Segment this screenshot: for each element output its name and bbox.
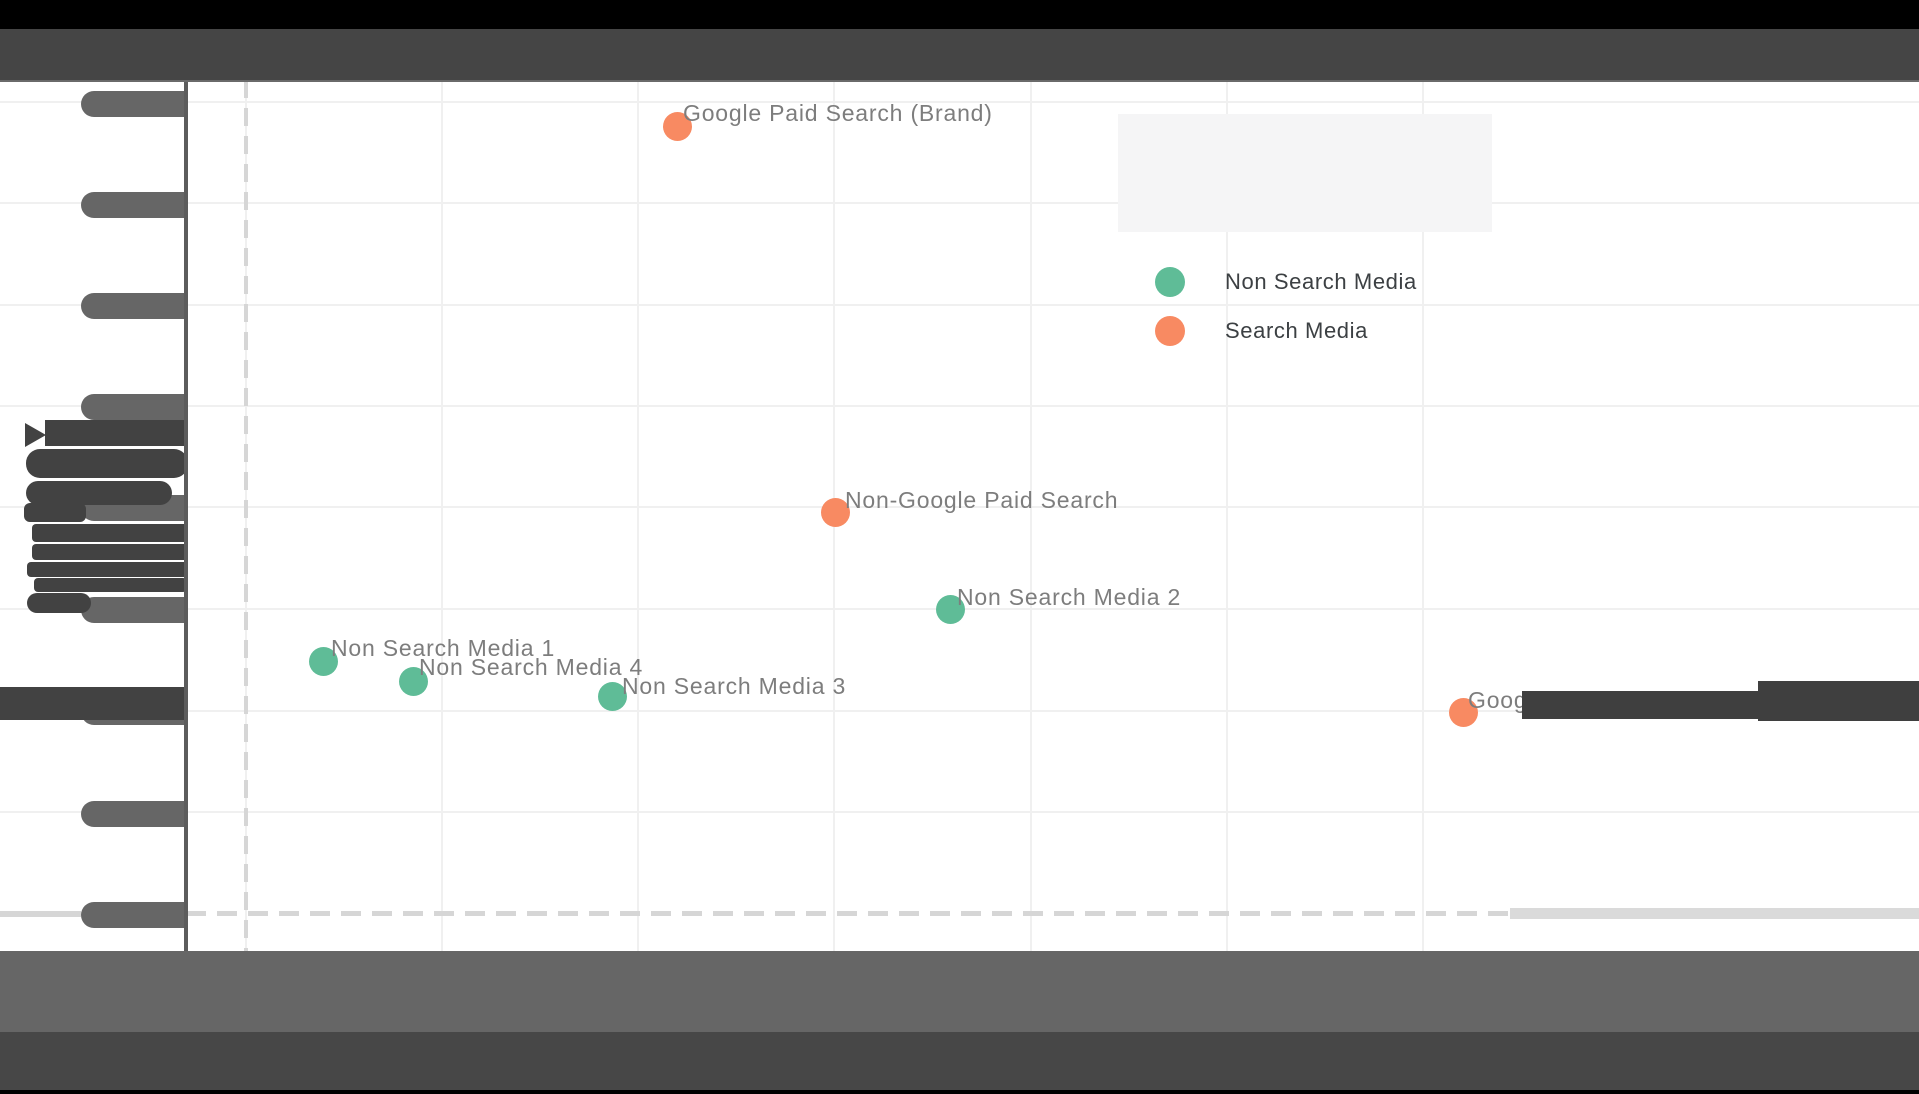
y-axis-spine bbox=[184, 80, 188, 951]
legend-dot-non-search-media bbox=[1155, 267, 1185, 297]
point-label: Non Search Media 4 bbox=[419, 654, 644, 680]
data-point[interactable] bbox=[820, 497, 850, 527]
legend-item-non-search-media[interactable]: Non Search Media bbox=[1118, 244, 1492, 297]
point-label: Non Search Media 3 bbox=[622, 673, 847, 699]
vertical-dashed-reference-line bbox=[244, 80, 248, 951]
point-label: Google Paid Search (Brand) bbox=[683, 100, 993, 126]
redacted-yaxis-title-bar bbox=[24, 503, 86, 522]
redacted-yaxis-title-bar bbox=[26, 449, 188, 478]
redacted-yaxis-title-bar bbox=[27, 562, 188, 577]
data-point[interactable] bbox=[1448, 697, 1478, 727]
redacted-ytick-label-pill bbox=[81, 902, 186, 928]
horizontal-dashed-reference-line bbox=[186, 911, 1919, 916]
redacted-yaxis-title-bar bbox=[0, 687, 188, 720]
v-gridline bbox=[1030, 80, 1032, 951]
data-point[interactable] bbox=[398, 666, 428, 696]
h-gridline bbox=[0, 202, 1919, 204]
v-gridline bbox=[1226, 80, 1228, 951]
h-gridline bbox=[0, 710, 1919, 712]
redacted-yaxis-title-bar bbox=[45, 420, 188, 446]
redacted-yaxis-title-bar bbox=[27, 593, 91, 613]
redacted-yaxis-title-bar bbox=[32, 524, 188, 542]
h-gridline bbox=[0, 101, 1919, 103]
v-gridline bbox=[441, 80, 443, 951]
bottom-black-edge bbox=[0, 1090, 1919, 1094]
legend-item-search-media[interactable]: Search Media bbox=[1118, 293, 1492, 346]
redacted-ytick-label-pill bbox=[81, 597, 186, 623]
redacted-point-label-bar bbox=[1758, 681, 1919, 721]
legend-label: Non Search Media bbox=[1225, 269, 1417, 294]
point-label: Goog bbox=[1468, 687, 1528, 713]
data-point[interactable] bbox=[662, 111, 692, 141]
data-point[interactable] bbox=[935, 594, 965, 624]
v-gridline bbox=[1422, 80, 1424, 951]
legend-dot-search-media bbox=[1155, 316, 1185, 346]
point-label: Non Search Media 2 bbox=[957, 584, 1182, 610]
point-label: Non Search Media 1 bbox=[331, 635, 556, 661]
yaxis-title-letter-fragment bbox=[25, 423, 46, 447]
point-label: Non-Google Paid Search bbox=[845, 487, 1119, 513]
bottom-dark-redaction-bar bbox=[0, 1032, 1919, 1090]
legend-label: Search Media bbox=[1225, 318, 1368, 343]
redacted-title-bar bbox=[0, 29, 1919, 82]
redacted-point-label-bar bbox=[1522, 691, 1764, 719]
redacted-yaxis-title-bar bbox=[34, 578, 187, 592]
redacted-ytick-label-pill bbox=[81, 293, 186, 319]
h-gridline bbox=[0, 506, 1919, 508]
data-point[interactable] bbox=[597, 681, 627, 711]
data-point[interactable] bbox=[308, 646, 338, 676]
h-gridline bbox=[0, 405, 1919, 407]
h-gridline bbox=[0, 811, 1919, 813]
redacted-ytick-label-pill bbox=[81, 192, 186, 218]
light-redaction-bar bbox=[0, 911, 81, 917]
redacted-yaxis-title-bar bbox=[32, 544, 188, 560]
plot-area: Non Search Media 1 Non Search Media 4 Non … bbox=[0, 80, 1919, 951]
h-gridline bbox=[0, 304, 1919, 306]
redacted-ytick-label-pill bbox=[81, 801, 186, 827]
redacted-ytick-label-pill bbox=[81, 91, 186, 117]
redacted-yaxis-title-bar bbox=[26, 481, 172, 505]
legend: Non Search Media Search Media bbox=[1118, 114, 1492, 346]
redacted-ytick-label-pill bbox=[81, 394, 186, 420]
redacted-x-axis-band bbox=[0, 951, 1919, 1032]
light-redaction-bar bbox=[1510, 908, 1919, 919]
top-left-black-redaction bbox=[0, 0, 383, 30]
v-gridline bbox=[637, 80, 639, 951]
